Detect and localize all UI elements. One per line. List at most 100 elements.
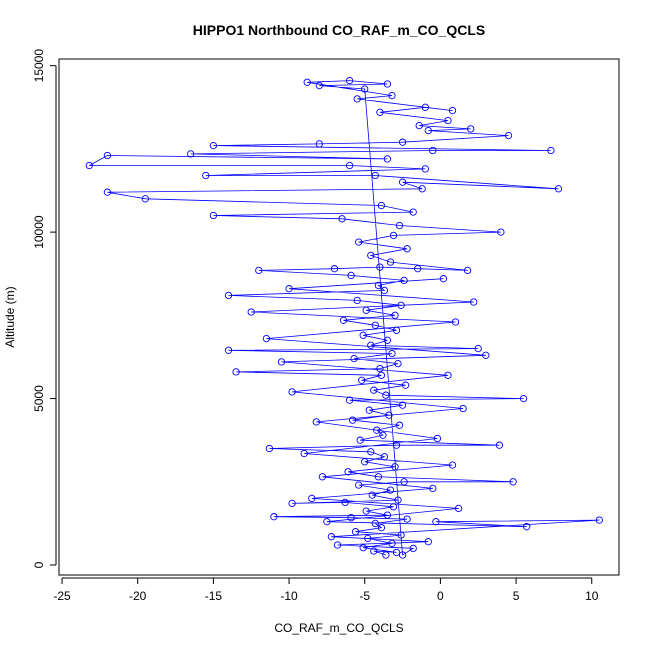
data-point bbox=[444, 371, 452, 379]
data-point bbox=[345, 396, 354, 404]
data-point bbox=[355, 481, 363, 489]
data-point bbox=[389, 503, 398, 511]
data-point bbox=[383, 80, 392, 88]
data-point bbox=[392, 326, 401, 334]
data-point bbox=[392, 548, 401, 557]
data-point bbox=[415, 121, 423, 130]
x-tick-label: 5 bbox=[513, 589, 520, 603]
data-point bbox=[362, 507, 370, 515]
data-point bbox=[315, 81, 323, 90]
data-point bbox=[418, 185, 426, 193]
data-point bbox=[429, 484, 437, 493]
data-point bbox=[504, 131, 513, 140]
data-point bbox=[482, 351, 490, 359]
data-point bbox=[374, 281, 383, 290]
data-point bbox=[359, 544, 367, 552]
data-point bbox=[187, 150, 195, 158]
x-axis: -25 -20 -15 -10 -5 0 5 10 bbox=[53, 577, 599, 603]
data-point bbox=[368, 491, 376, 499]
data-point bbox=[300, 449, 308, 458]
data-point bbox=[409, 208, 417, 216]
data-point bbox=[389, 231, 398, 240]
data-point bbox=[382, 551, 390, 559]
data-point bbox=[383, 155, 392, 163]
data-point bbox=[495, 441, 504, 449]
data-point bbox=[209, 211, 218, 220]
data-point bbox=[341, 498, 349, 507]
data-point bbox=[303, 78, 311, 86]
data-point bbox=[547, 146, 555, 155]
data-point bbox=[398, 178, 407, 186]
y-tick-label: 5000 bbox=[32, 385, 46, 412]
data-point bbox=[383, 336, 392, 344]
data-point bbox=[383, 511, 392, 519]
data-point bbox=[391, 311, 399, 319]
y-tick-label: 0 bbox=[32, 561, 46, 568]
data-point bbox=[224, 346, 233, 354]
data-point bbox=[459, 404, 467, 413]
data-point bbox=[377, 201, 386, 210]
data-point bbox=[330, 265, 339, 273]
data-point bbox=[367, 448, 375, 456]
data-point bbox=[103, 188, 112, 196]
data-point bbox=[355, 238, 363, 246]
data-point bbox=[373, 426, 381, 434]
data-point bbox=[371, 321, 379, 329]
x-tick-label: -5 bbox=[359, 589, 370, 603]
data-point bbox=[403, 245, 411, 253]
data-point bbox=[398, 401, 407, 409]
data-point bbox=[374, 473, 383, 481]
data-point bbox=[397, 531, 405, 539]
data-point bbox=[370, 386, 378, 394]
data-point bbox=[232, 368, 240, 376]
data-point bbox=[474, 344, 482, 353]
data-point bbox=[467, 125, 475, 133]
data-point bbox=[388, 539, 396, 548]
data-point bbox=[350, 354, 358, 363]
plot-region bbox=[58, 58, 620, 576]
data-point bbox=[377, 371, 386, 379]
data-point bbox=[398, 138, 407, 146]
x-tick-label: 10 bbox=[585, 589, 599, 603]
data-point bbox=[288, 388, 296, 396]
series-layer bbox=[85, 76, 603, 559]
data-point bbox=[202, 171, 210, 180]
data-point bbox=[554, 185, 563, 193]
data-point bbox=[394, 496, 402, 504]
data-point bbox=[364, 534, 372, 543]
data-point bbox=[519, 394, 528, 403]
data-point bbox=[209, 141, 218, 150]
data-point bbox=[497, 228, 505, 236]
y-axis-label: Altitude (m) bbox=[3, 286, 17, 347]
data-point bbox=[376, 108, 384, 116]
data-point bbox=[247, 308, 255, 316]
data-point bbox=[312, 418, 320, 426]
data-point bbox=[376, 364, 384, 373]
x-tick-label: -10 bbox=[280, 589, 298, 603]
data-point bbox=[255, 266, 263, 275]
data-point bbox=[370, 547, 378, 555]
data-point bbox=[394, 359, 402, 368]
data-point bbox=[388, 91, 396, 100]
data-point bbox=[432, 518, 440, 526]
data-point bbox=[362, 306, 370, 314]
data-point bbox=[333, 541, 342, 549]
data-point bbox=[361, 85, 369, 93]
data-point bbox=[398, 551, 407, 559]
data-point bbox=[288, 499, 296, 508]
chart-title: HIPPO1 Northbound CO_RAF_m_CO_QCLS bbox=[193, 22, 485, 38]
data-point bbox=[409, 544, 417, 553]
data-point bbox=[339, 316, 348, 324]
data-point bbox=[103, 151, 112, 160]
data-point bbox=[451, 318, 460, 326]
data-point bbox=[347, 271, 355, 280]
data-point bbox=[348, 416, 357, 424]
data-point bbox=[338, 215, 346, 223]
data-point bbox=[400, 276, 408, 285]
data-point bbox=[403, 515, 411, 523]
data-point bbox=[347, 514, 355, 522]
data-point bbox=[359, 331, 367, 339]
data-point bbox=[392, 441, 401, 449]
data-point bbox=[358, 376, 366, 384]
